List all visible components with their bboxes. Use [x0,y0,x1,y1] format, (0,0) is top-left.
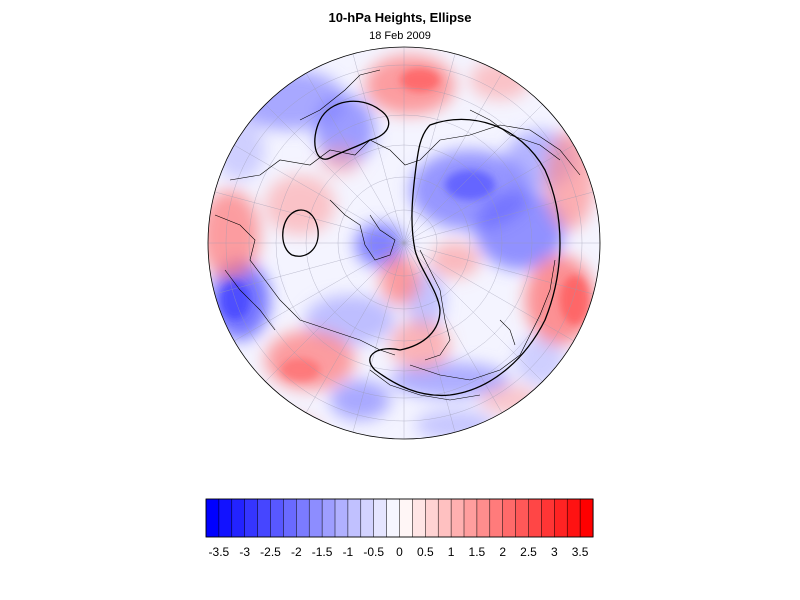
colorbar-labels: -3.5 -3 -2.5 -2 -1.5 -1 -0.5 0 0.5 1 1.5 2 2.5 3 3.5 [209,545,589,559]
colorbar-tick-label: -1 [343,545,354,559]
globe-outline [207,46,601,440]
colorbar-swatch [541,498,555,538]
colorbar-tick-label: -3.5 [209,545,230,559]
colorbar-swatch [386,498,401,538]
colorbar-swatch [425,498,439,538]
colorbar-swatch [205,498,220,538]
colorbar-tick-label: -2 [291,545,302,559]
colorbar-swatch [399,498,413,538]
colorbar-swatch [334,498,349,538]
colorbar-swatches [205,498,594,538]
colorbar-swatch [270,498,284,538]
colorbar-tick-label: 2.5 [520,545,537,559]
colorbar-swatch [554,498,568,538]
colorbar-swatch [476,498,491,538]
colorbar-swatch [566,498,581,538]
colorbar-swatch [360,498,375,538]
colorbar-swatch [218,498,233,538]
colorbar-swatch [296,498,310,538]
colorbar-tick-label: -0.5 [363,545,384,559]
colorbar-tick-label: 0 [396,545,403,559]
colorbar-tick-label: 1 [448,545,455,559]
map-title: 10-hPa Heights, Ellipse [328,10,472,25]
colorbar-swatch [489,498,504,538]
map-subtitle: 18 Feb 2009 [369,30,431,42]
colorbar-swatch [321,498,336,538]
colorbar-swatch [437,498,452,538]
colorbar-tick-label: 1.5 [469,545,486,559]
coastlines [214,69,581,401]
anomaly-field [208,47,600,439]
contours [282,100,561,397]
colorbar-tick-label: 0.5 [417,545,434,559]
graticule [208,47,600,439]
colorbar-tick-label: -3 [239,545,250,559]
colorbar-swatch [244,498,259,538]
colorbar-swatch [347,498,362,538]
colorbar-swatch [257,498,272,538]
colorbar-swatch [283,498,297,538]
colorbar-tick-label: 3 [551,545,558,559]
colorbar-swatch [231,498,246,538]
colorbar-swatch [450,498,465,538]
colorbar-swatch [528,498,542,538]
colorbar-swatch [502,498,517,538]
colorbar-swatch [463,498,478,538]
colorbar-swatch [579,498,594,538]
colorbar-tick-label: 2 [499,545,506,559]
colorbar-frame [205,498,594,538]
colorbar-swatch [308,498,323,538]
colorbar-swatch [515,498,530,538]
colorbar-tick-label: -2.5 [260,545,281,559]
colorbar-tick-label: -1.5 [312,545,333,559]
colorbar-swatch [412,498,426,538]
colorbar-tick-label: 3.5 [572,545,589,559]
colorbar-swatch [373,498,388,538]
